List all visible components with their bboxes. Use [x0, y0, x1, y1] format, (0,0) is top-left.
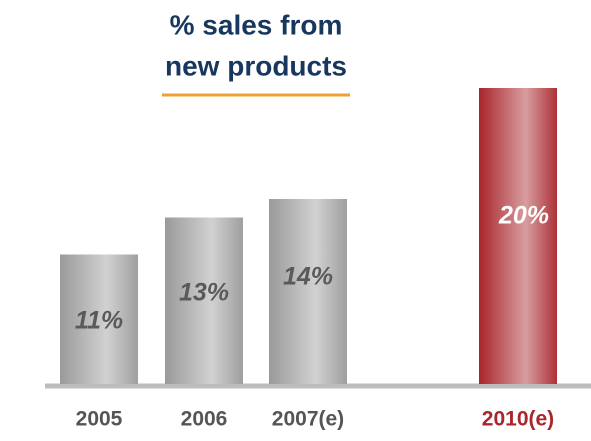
- chart-title: new products: [165, 50, 347, 81]
- chart-title: % sales from: [170, 9, 343, 40]
- bar-shine: [165, 217, 243, 384]
- data-label: 14%: [283, 263, 333, 291]
- x-tick-label: 2010(e): [482, 408, 554, 431]
- bar-shine: [60, 254, 138, 384]
- data-label: 11%: [75, 307, 123, 335]
- data-label: 13%: [179, 279, 229, 307]
- x-tick-label: 2005: [76, 408, 123, 431]
- x-tick-label: 2006: [181, 408, 228, 431]
- x-tick-label: 2007(e): [272, 408, 344, 431]
- bar-shine: [269, 199, 347, 384]
- data-label: 20%: [498, 202, 549, 230]
- bar-shine: [479, 88, 557, 384]
